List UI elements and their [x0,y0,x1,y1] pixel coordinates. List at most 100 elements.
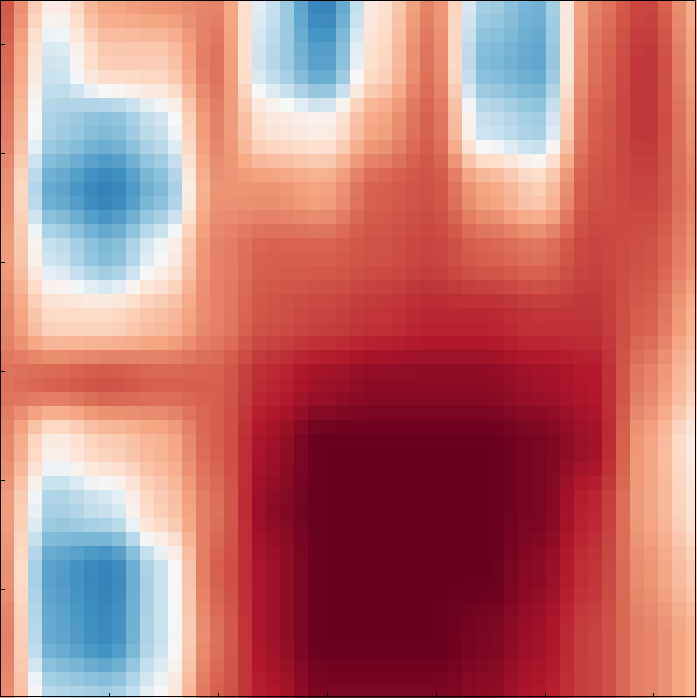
heatmap-cell [84,182,99,197]
heatmap-cell [476,168,491,183]
heatmap-cell [266,294,281,309]
heatmap-cell [434,462,449,477]
heatmap-cell [322,56,337,71]
heatmap-cell [182,462,197,477]
heatmap-cell [280,406,295,421]
heatmap-cell [644,70,659,85]
heatmap-cell [210,322,225,337]
heatmap-cell [532,490,547,505]
heatmap-cell [154,588,169,603]
heatmap-cell [182,364,197,379]
heatmap-cell [168,280,183,295]
heatmap-cell [266,140,281,155]
heatmap-cell [378,546,393,561]
heatmap-cell [574,350,589,365]
heatmap-cell [224,336,239,351]
heatmap-cell [518,280,533,295]
heatmap-cell [546,504,561,519]
heatmap-cell [0,182,15,197]
heatmap-cell [0,140,15,155]
heatmap-cell [168,84,183,99]
heatmap-cell [630,56,645,71]
heatmap-cell [364,448,379,463]
heatmap-cell [294,574,309,589]
heatmap-cell [602,210,617,225]
heatmap-cell [602,182,617,197]
heatmap-cell [490,140,505,155]
heatmap-cell [448,616,463,631]
heatmap-cell [434,280,449,295]
heatmap-cell [490,210,505,225]
heatmap-cell [546,294,561,309]
heatmap-cell [210,616,225,631]
heatmap-cell [406,392,421,407]
heatmap-cell [448,504,463,519]
heatmap-cell [462,252,477,267]
heatmap-cell [406,574,421,589]
heatmap-cell [686,84,697,99]
heatmap-cell [14,238,29,253]
heatmap-cell [238,98,253,113]
heatmap-cell [238,322,253,337]
heatmap-cell [588,504,603,519]
heatmap-cell [84,154,99,169]
heatmap-cell [462,490,477,505]
heatmap-cell [182,98,197,113]
heatmap-cell [70,602,85,617]
heatmap-cell [280,252,295,267]
heatmap-cell [14,294,29,309]
heatmap-cell [28,434,43,449]
heatmap-cell [378,154,393,169]
heatmap-cell [462,420,477,435]
heatmap-cell [140,574,155,589]
heatmap-cell [238,392,253,407]
heatmap-cell [42,322,57,337]
heatmap-cell [560,294,575,309]
heatmap-cell [84,630,99,645]
heatmap-cell [14,182,29,197]
heatmap-cell [70,462,85,477]
heatmap-cell [448,182,463,197]
heatmap-cell [126,224,141,239]
heatmap-cell [266,602,281,617]
heatmap-cell [238,266,253,281]
heatmap-cell [14,252,29,267]
heatmap-cell [238,308,253,323]
heatmap-cell [196,140,211,155]
heatmap-cell [574,56,589,71]
heatmap-cell [280,140,295,155]
heatmap-cell [308,126,323,141]
heatmap-cell [462,126,477,141]
heatmap-cell [490,98,505,113]
heatmap-cell [112,280,127,295]
heatmap-cell [168,462,183,477]
heatmap-cell [70,266,85,281]
heatmap-cell [630,266,645,281]
heatmap-cell [252,504,267,519]
heatmap-cell [84,252,99,267]
heatmap-cell [294,56,309,71]
heatmap-cell [546,364,561,379]
heatmap-cell [686,140,697,155]
heatmap-cell [644,462,659,477]
heatmap-cell [266,378,281,393]
heatmap-cell [238,294,253,309]
heatmap-cell [224,112,239,127]
heatmap-cell [56,182,71,197]
heatmap-cell [476,224,491,239]
heatmap-cell [588,210,603,225]
heatmap-cell [476,182,491,197]
heatmap-cell [168,364,183,379]
heatmap-cell [532,224,547,239]
heatmap-cell [154,406,169,421]
heatmap-cell [630,210,645,225]
heatmap-cell [0,462,15,477]
heatmap-cell [658,70,673,85]
heatmap-cell [350,602,365,617]
heatmap-cell [574,28,589,43]
heatmap-cell [658,266,673,281]
heatmap-cell [630,616,645,631]
heatmap-cell [154,546,169,561]
heatmap-cell [476,126,491,141]
heatmap-cell [56,196,71,211]
